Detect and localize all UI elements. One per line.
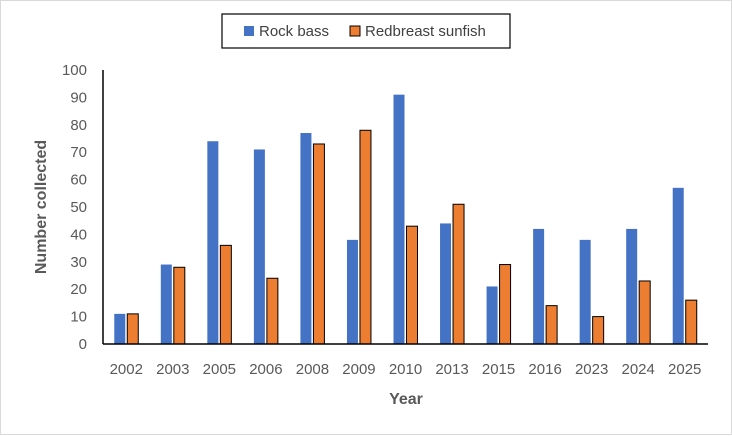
y-tick-label: 0 xyxy=(79,336,87,353)
bar-redbreast-sunfish-2024 xyxy=(638,280,651,345)
x-tick-label: 2009 xyxy=(342,361,375,378)
x-tick-label: 2002 xyxy=(110,361,143,378)
bar-rock-bass-2005 xyxy=(207,141,219,344)
y-tick-label: 30 xyxy=(70,254,87,271)
bars xyxy=(114,94,698,345)
y-tick-label: 60 xyxy=(70,172,87,189)
legend-label-rock-bass: Rock bass xyxy=(259,23,329,40)
legend-box xyxy=(221,13,511,49)
bar-redbreast-sunfish-2025 xyxy=(685,299,698,345)
bar-redbreast-sunfish-2002 xyxy=(126,313,139,345)
x-tick-label: 2006 xyxy=(249,361,282,378)
bar-redbreast-sunfish-2013 xyxy=(452,203,465,345)
x-tick-label: 2008 xyxy=(296,361,329,378)
bar-rock-bass-2008 xyxy=(300,133,312,344)
bar-rock-bass-2016 xyxy=(533,228,545,344)
bar-rock-bass-2003 xyxy=(160,264,172,344)
y-tick-label: 40 xyxy=(70,226,87,243)
y-tick-label: 90 xyxy=(70,89,87,106)
x-tick-label: 2023 xyxy=(575,361,608,378)
bar-redbreast-sunfish-2015 xyxy=(499,264,512,345)
y-tick-label: 50 xyxy=(70,199,87,216)
legend-swatch-redbreast-sunfish xyxy=(349,25,361,37)
bar-redbreast-sunfish-2010 xyxy=(406,225,418,345)
y-tick-label: 100 xyxy=(62,62,87,79)
bar-rock-bass-2023 xyxy=(579,239,591,344)
x-tick-label: 2025 xyxy=(668,361,701,378)
x-tick-label: 2015 xyxy=(482,361,515,378)
x-tick-label: 2003 xyxy=(156,361,189,378)
legend: Rock bass Redbreast sunfish xyxy=(221,13,511,49)
y-tick-label: 70 xyxy=(70,144,87,161)
y-axis-title: Number collected xyxy=(33,140,50,274)
legend-swatch-rock-bass xyxy=(244,26,254,36)
bar-rock-bass-2024 xyxy=(626,228,638,344)
y-tick-label: 80 xyxy=(70,117,87,134)
bar-rock-bass-2025 xyxy=(672,187,684,344)
bar-rock-bass-2013 xyxy=(440,223,452,344)
bar-rock-bass-2006 xyxy=(253,149,265,344)
x-axis-title: Year xyxy=(389,391,423,408)
bar-redbreast-sunfish-2003 xyxy=(173,266,186,345)
x-tick-label: 2010 xyxy=(389,361,422,378)
bar-rock-bass-2015 xyxy=(486,286,498,344)
bar-redbreast-sunfish-2009 xyxy=(359,129,372,345)
bar-redbreast-sunfish-2006 xyxy=(266,277,279,345)
y-tick-label: 10 xyxy=(70,309,87,326)
bar-rock-bass-2002 xyxy=(114,313,126,344)
x-tick-label: 2013 xyxy=(435,361,468,378)
bar-rock-bass-2010 xyxy=(393,94,405,344)
bar-redbreast-sunfish-2008 xyxy=(312,143,325,345)
x-axis-ticks: 2002 2003 2005 2006 2008 2009 2010 2013 2015 2016… xyxy=(110,361,702,378)
y-axis-ticks: 0 10 20 30 40 50 60 70 80 90 100 xyxy=(62,62,87,353)
legend-label-redbreast-sunfish: Redbreast sunfish xyxy=(365,23,486,40)
x-tick-label: 2016 xyxy=(528,361,561,378)
bar-rock-bass-2009 xyxy=(346,239,358,344)
bar-redbreast-sunfish-2005 xyxy=(219,244,232,345)
bar-redbreast-sunfish-2023 xyxy=(592,316,605,345)
x-tick-label: 2024 xyxy=(622,361,655,378)
x-tick-label: 2005 xyxy=(203,361,236,378)
bar-redbreast-sunfish-2016 xyxy=(545,305,558,345)
y-tick-label: 20 xyxy=(70,281,87,298)
